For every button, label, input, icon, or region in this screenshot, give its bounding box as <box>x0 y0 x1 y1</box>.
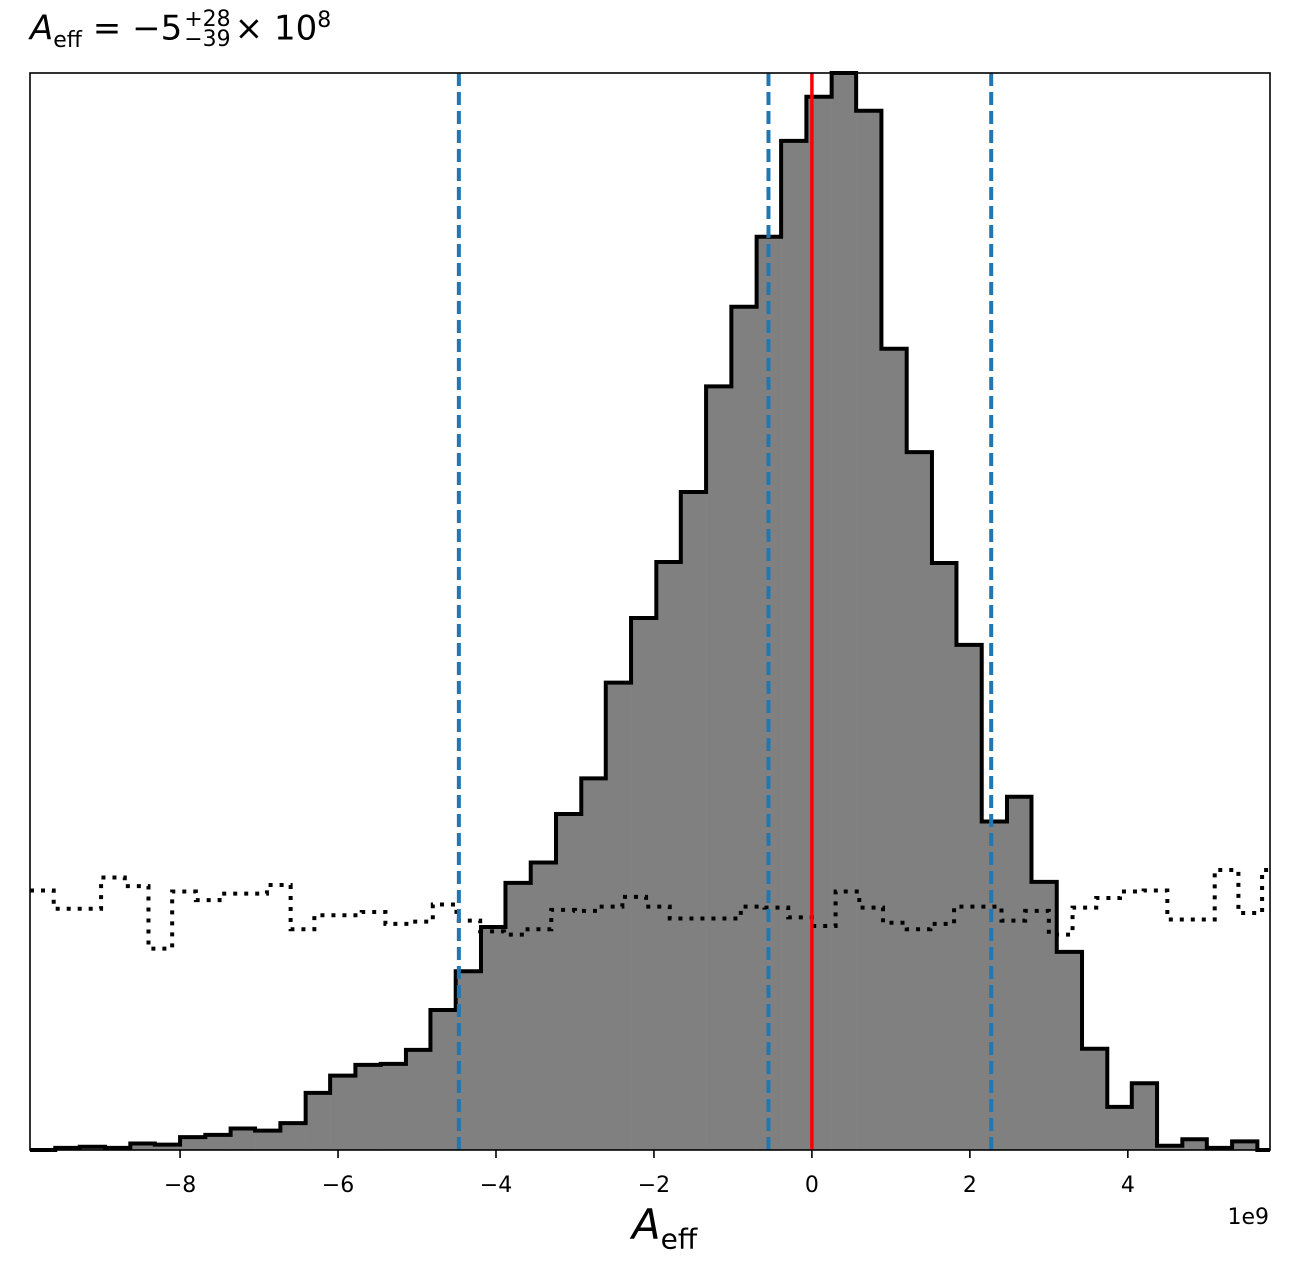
histogram-bar <box>480 927 506 1150</box>
title-errors: +28 −39 <box>184 6 231 52</box>
x-axis-label: Aeff <box>0 1200 1289 1255</box>
x-tick-label: −8 <box>164 1173 196 1198</box>
title-symbol-subscript: eff <box>53 28 82 54</box>
histogram-bar <box>1082 1048 1108 1150</box>
x-axis-offset-text: 1e9 <box>1227 1205 1269 1230</box>
histogram-bar <box>430 1009 457 1150</box>
prior-step-line <box>30 867 1270 951</box>
histogram-bar <box>280 1123 306 1150</box>
histogram-bar <box>881 348 907 1150</box>
histogram-bar <box>1157 1145 1183 1150</box>
histogram-bar <box>154 1144 181 1150</box>
title-equals: = <box>92 8 122 49</box>
histogram-bar <box>656 561 682 1150</box>
histogram-bar <box>380 1063 407 1150</box>
title-error-plus: +28 <box>184 6 231 32</box>
histogram-bar <box>355 1064 381 1150</box>
histogram-bar <box>255 1130 281 1150</box>
histogram-bar <box>556 813 582 1150</box>
histogram-bar <box>856 110 882 1151</box>
x-tick-label: 2 <box>963 1173 977 1198</box>
x-axis-label-symbol: A <box>631 1200 661 1249</box>
x-tick-label: 0 <box>805 1173 819 1198</box>
histogram-bar <box>305 1092 331 1150</box>
histogram-bar <box>205 1134 231 1150</box>
histogram-bar <box>1006 796 1032 1150</box>
title-value: −5 <box>132 8 183 49</box>
x-tick-label: −6 <box>322 1173 354 1198</box>
histogram-outline <box>30 71 1270 1152</box>
histogram-bar <box>180 1137 206 1150</box>
histogram-bar <box>956 644 983 1150</box>
histogram-bar <box>581 778 607 1150</box>
histogram-bar <box>731 306 757 1151</box>
histogram-bar <box>781 140 807 1150</box>
histogram-bar <box>906 452 933 1150</box>
histogram-bar <box>931 563 957 1150</box>
histogram-bar <box>1056 951 1083 1150</box>
histogram-bar <box>605 682 632 1150</box>
histogram-bar <box>1232 1141 1258 1150</box>
prior-histogram <box>30 867 1270 951</box>
histogram-bar <box>130 1143 156 1150</box>
x-tick-label: −2 <box>638 1173 670 1198</box>
histogram-bar <box>330 1075 356 1150</box>
plot-frame <box>29 72 1271 1151</box>
histogram-bar <box>530 862 557 1150</box>
histogram-bar <box>1182 1139 1208 1150</box>
histogram-bar <box>631 617 657 1150</box>
histogram-bar <box>230 1128 256 1150</box>
histogram-bar <box>505 882 532 1150</box>
histogram-bar <box>981 821 1008 1150</box>
histogram-bar <box>1031 881 1058 1150</box>
title-exponent: 8 <box>317 8 332 33</box>
x-tick-label: −4 <box>480 1173 512 1198</box>
histogram-bar <box>831 73 857 1150</box>
title-error-minus: −39 <box>184 26 231 52</box>
histogram-bar <box>1131 1083 1158 1150</box>
histogram-bar <box>680 491 707 1150</box>
chart-title: Aeff = −5 +28 −39 × 108 <box>30 8 331 53</box>
histogram-bar <box>706 386 732 1151</box>
marker-lines <box>456 73 994 1150</box>
x-axis-ticks: −8 −6 −4 −2 0 2 4 <box>164 1150 1135 1198</box>
histogram-bar <box>1107 1106 1133 1150</box>
histogram-bars <box>30 71 1270 1152</box>
histogram-bar <box>405 1049 431 1150</box>
x-axis-label-subscript: eff <box>660 1222 698 1256</box>
x-tick-label: 4 <box>1121 1173 1135 1198</box>
title-times: × 10 <box>234 8 318 49</box>
title-symbol: A <box>30 8 54 49</box>
